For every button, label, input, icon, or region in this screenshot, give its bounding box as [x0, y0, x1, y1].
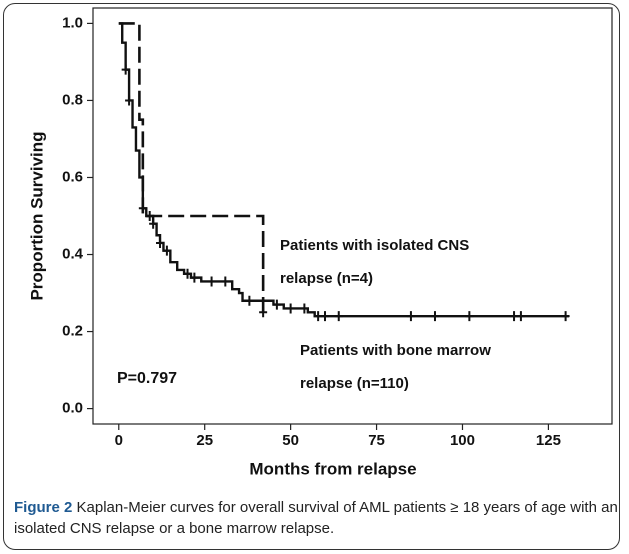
censor-mark	[314, 311, 323, 322]
censor-mark	[334, 311, 343, 322]
censor-mark	[272, 299, 281, 310]
censor-mark	[125, 95, 134, 106]
censor-mark	[190, 272, 199, 283]
censor-mark	[149, 218, 158, 229]
legend-label: Patients with isolated CNS	[280, 237, 469, 254]
censor-mark	[207, 276, 216, 287]
x-tick-label: 50	[282, 432, 299, 449]
legend-label: relapse (n=4)	[280, 270, 373, 287]
y-tick-label: 0.0	[62, 400, 83, 417]
p-value: P=0.797	[117, 370, 177, 387]
censor-mark	[221, 276, 230, 287]
x-tick-label: 0	[115, 432, 123, 449]
plot-frame	[92, 7, 613, 425]
y-axis-label: Proportion Surviving	[27, 131, 46, 300]
x-tick-label: 100	[450, 432, 475, 449]
caption-text: Kaplan-Meier curves for overall survival…	[14, 499, 618, 537]
censor-mark	[516, 311, 525, 322]
censor-mark	[183, 268, 192, 279]
figure-frame	[3, 3, 620, 550]
censor-mark	[430, 311, 439, 322]
censor-mark	[121, 64, 130, 75]
x-tick-label: 125	[536, 432, 561, 449]
y-tick-label: 0.4	[62, 245, 84, 262]
caption-label: Figure 2	[14, 499, 73, 516]
x-tick-label: 75	[368, 432, 385, 449]
survival-curve	[118, 22, 265, 313]
censor-mark	[259, 307, 268, 318]
censor-mark	[145, 211, 154, 221]
y-tick-label: 0.8	[62, 91, 83, 108]
y-tick-label: 0.2	[62, 323, 83, 340]
y-tick-label: 0.6	[62, 168, 83, 185]
x-tick-label: 25	[196, 432, 213, 449]
y-tick-label: 1.0	[62, 14, 83, 31]
censor-mark	[561, 311, 570, 322]
caption: Figure 2 Kaplan-Meier curves for overall…	[14, 497, 619, 539]
chart: Months from relapse Proportion Surviving…	[27, 7, 613, 478]
censor-mark	[162, 245, 171, 256]
censor-mark	[138, 203, 147, 214]
censor-mark	[510, 311, 519, 322]
censor-mark	[156, 237, 165, 248]
legend-label: relapse (n=110)	[300, 375, 409, 392]
legend-label: Patients with bone marrow	[300, 342, 491, 359]
censor-mark	[300, 303, 309, 314]
censor-mark	[286, 303, 295, 314]
censor-mark	[245, 295, 254, 306]
censor-mark	[465, 311, 474, 322]
censor-mark	[406, 311, 415, 322]
censor-mark	[321, 311, 330, 322]
x-axis-label: Months from relapse	[249, 459, 416, 478]
